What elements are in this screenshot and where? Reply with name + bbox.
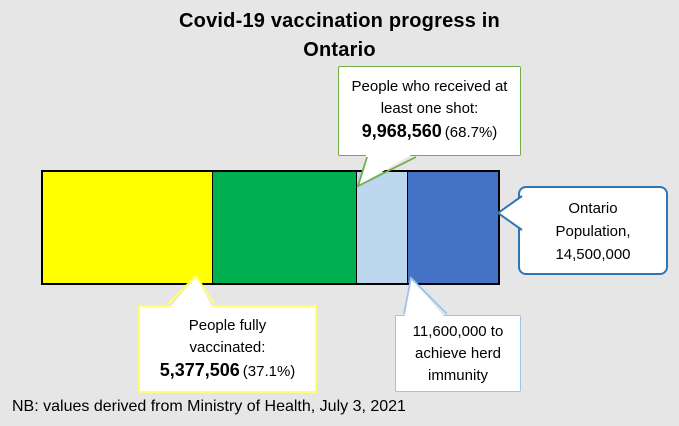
segment-gap-to-herd-immunity <box>355 172 407 283</box>
fully-vaccinated-value-line: 5,377,506 (37.1%) <box>140 359 315 383</box>
callout-herd-immunity: 11,600,000 to achieve herd immunity <box>395 315 521 392</box>
chart-title-line1: Covid-19 vaccination progress in <box>179 10 500 32</box>
source-note: NB: values derived from Ministry of Heal… <box>12 398 406 415</box>
one-shot-pct: (68.7%) <box>444 124 498 141</box>
fully-vaccinated-pct: (37.1%) <box>242 363 296 380</box>
herd-immunity-line3: immunity <box>427 367 488 384</box>
fully-vaccinated-value: 5,377,506 <box>159 360 240 380</box>
population-line2: Population, <box>555 223 631 240</box>
callout-fully-vaccinated: People fully vaccinated: 5,377,506 (37.1%… <box>138 305 317 393</box>
chart-title: Covid-19 vaccination progress in Ontario <box>0 7 679 65</box>
herd-immunity-line1: 11,600,000 to <box>412 323 504 340</box>
fully-vaccinated-line1: People fully <box>188 317 267 334</box>
population-value: 14,500,000 <box>555 246 631 263</box>
callout-one-shot-line2: least one shot: <box>380 100 479 117</box>
stacked-bar <box>41 170 500 285</box>
segment-fully-vaccinated <box>43 172 212 283</box>
herd-immunity-line2: achieve herd <box>415 345 501 362</box>
callout-ontario-population: Ontario Population, 14,500,000 <box>518 186 668 275</box>
one-shot-value: 9,968,560 <box>361 121 442 141</box>
callout-one-shot-line1: People who received at <box>351 78 508 95</box>
chart-title-line2: Ontario <box>303 39 376 61</box>
callout-one-shot-value-line: 9,968,560 (68.7%) <box>339 120 520 144</box>
segment-rest-of-population <box>406 172 498 283</box>
segment-one-shot-not-fully <box>211 172 356 283</box>
population-line1: Ontario <box>568 200 618 217</box>
callout-one-shot: People who received at least one shot: 9… <box>338 66 521 156</box>
fully-vaccinated-line2: vaccinated: <box>189 339 266 356</box>
